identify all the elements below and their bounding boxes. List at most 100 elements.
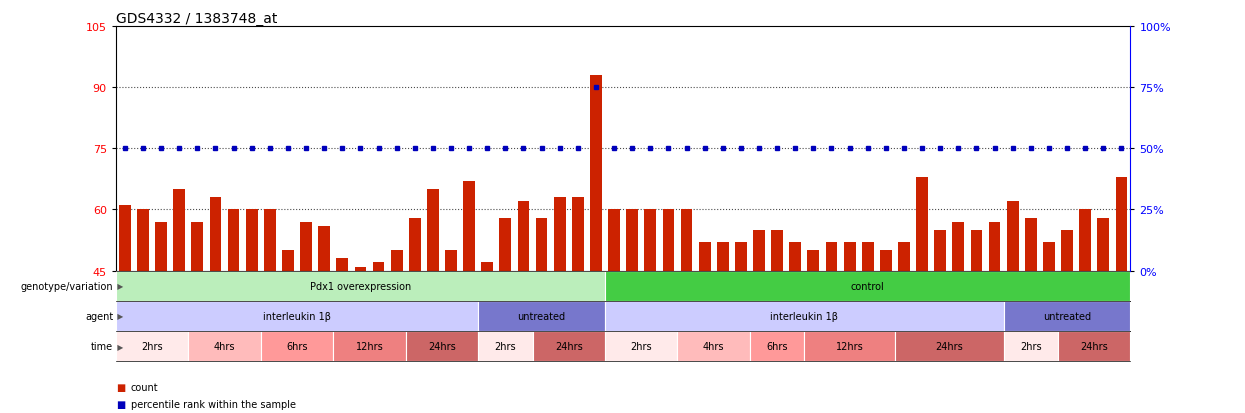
Bar bbox=[571, 198, 584, 271]
Bar bbox=[681, 210, 692, 271]
Bar bbox=[116, 271, 605, 301]
Bar bbox=[608, 210, 620, 271]
Bar bbox=[804, 331, 895, 361]
Text: ▶: ▶ bbox=[115, 342, 123, 351]
Bar bbox=[427, 190, 438, 271]
Bar bbox=[645, 210, 656, 271]
Bar bbox=[319, 226, 330, 271]
Bar bbox=[188, 331, 260, 361]
Bar bbox=[116, 331, 188, 361]
Text: percentile rank within the sample: percentile rank within the sample bbox=[131, 399, 296, 408]
Bar bbox=[406, 331, 478, 361]
Bar bbox=[336, 259, 349, 271]
Bar bbox=[605, 331, 677, 361]
Bar bbox=[391, 251, 402, 271]
Bar bbox=[173, 190, 186, 271]
Bar bbox=[735, 242, 747, 271]
Text: ■: ■ bbox=[116, 399, 124, 408]
Bar bbox=[898, 242, 910, 271]
Bar bbox=[478, 301, 605, 331]
Bar bbox=[825, 242, 838, 271]
Text: 6hrs: 6hrs bbox=[767, 341, 788, 351]
Bar bbox=[156, 222, 167, 271]
Bar bbox=[300, 222, 312, 271]
Text: interleukin 1β: interleukin 1β bbox=[263, 311, 331, 321]
Text: GDS4332 / 1383748_at: GDS4332 / 1383748_at bbox=[116, 12, 278, 26]
Bar bbox=[260, 331, 334, 361]
Bar bbox=[245, 210, 258, 271]
Bar bbox=[283, 251, 294, 271]
Text: interleukin 1β: interleukin 1β bbox=[771, 311, 838, 321]
Text: time: time bbox=[91, 341, 113, 351]
Text: Pdx1 overexpression: Pdx1 overexpression bbox=[310, 281, 411, 291]
Bar bbox=[1061, 230, 1073, 271]
Bar bbox=[209, 198, 222, 271]
Text: 2hrs: 2hrs bbox=[141, 341, 163, 351]
Bar bbox=[478, 331, 533, 361]
Text: 4hrs: 4hrs bbox=[214, 341, 235, 351]
Bar bbox=[971, 230, 982, 271]
Text: 4hrs: 4hrs bbox=[703, 341, 725, 351]
Bar bbox=[753, 230, 764, 271]
Bar bbox=[590, 76, 601, 271]
Bar bbox=[116, 301, 478, 331]
Bar bbox=[862, 242, 874, 271]
Bar bbox=[717, 242, 728, 271]
Text: genotype/variation: genotype/variation bbox=[21, 281, 113, 291]
Bar bbox=[789, 242, 801, 271]
Bar bbox=[952, 222, 964, 271]
Bar bbox=[1025, 218, 1037, 271]
Bar bbox=[554, 198, 565, 271]
Text: ■: ■ bbox=[116, 382, 124, 392]
Bar bbox=[372, 263, 385, 271]
Bar bbox=[533, 331, 605, 361]
Bar bbox=[895, 331, 1003, 361]
Bar bbox=[446, 251, 457, 271]
Text: 2hrs: 2hrs bbox=[494, 341, 517, 351]
Bar bbox=[535, 218, 548, 271]
Bar bbox=[605, 271, 1130, 301]
Bar bbox=[1007, 202, 1018, 271]
Bar bbox=[808, 251, 819, 271]
Bar bbox=[1079, 210, 1091, 271]
Text: count: count bbox=[131, 382, 158, 392]
Bar bbox=[1043, 242, 1055, 271]
Bar bbox=[482, 263, 493, 271]
Bar bbox=[1003, 301, 1130, 331]
Bar bbox=[662, 210, 675, 271]
Text: 24hrs: 24hrs bbox=[555, 341, 583, 351]
Bar bbox=[192, 222, 203, 271]
Text: 12hrs: 12hrs bbox=[356, 341, 383, 351]
Bar bbox=[264, 210, 275, 271]
Bar bbox=[989, 222, 1001, 271]
Text: ▶: ▶ bbox=[115, 312, 123, 320]
Bar bbox=[518, 202, 529, 271]
Text: 24hrs: 24hrs bbox=[1081, 341, 1108, 351]
Bar bbox=[698, 242, 711, 271]
Text: 24hrs: 24hrs bbox=[935, 341, 964, 351]
Bar bbox=[463, 181, 476, 271]
Bar bbox=[120, 206, 131, 271]
Bar bbox=[771, 230, 783, 271]
Bar bbox=[499, 218, 512, 271]
Bar bbox=[605, 301, 1003, 331]
Bar bbox=[1116, 177, 1127, 271]
Bar bbox=[228, 210, 239, 271]
Bar bbox=[677, 331, 749, 361]
Text: 2hrs: 2hrs bbox=[1020, 341, 1042, 351]
Bar bbox=[1003, 331, 1058, 361]
Bar bbox=[916, 177, 928, 271]
Text: agent: agent bbox=[85, 311, 113, 321]
Text: untreated: untreated bbox=[518, 311, 565, 321]
Bar bbox=[844, 242, 855, 271]
Bar bbox=[1097, 218, 1109, 271]
Text: 6hrs: 6hrs bbox=[286, 341, 308, 351]
Text: untreated: untreated bbox=[1043, 311, 1091, 321]
Bar bbox=[880, 251, 891, 271]
Bar bbox=[408, 218, 421, 271]
Bar bbox=[749, 331, 804, 361]
Bar bbox=[1058, 331, 1130, 361]
Text: ▶: ▶ bbox=[115, 282, 123, 290]
Bar bbox=[355, 267, 366, 271]
Text: 12hrs: 12hrs bbox=[835, 341, 864, 351]
